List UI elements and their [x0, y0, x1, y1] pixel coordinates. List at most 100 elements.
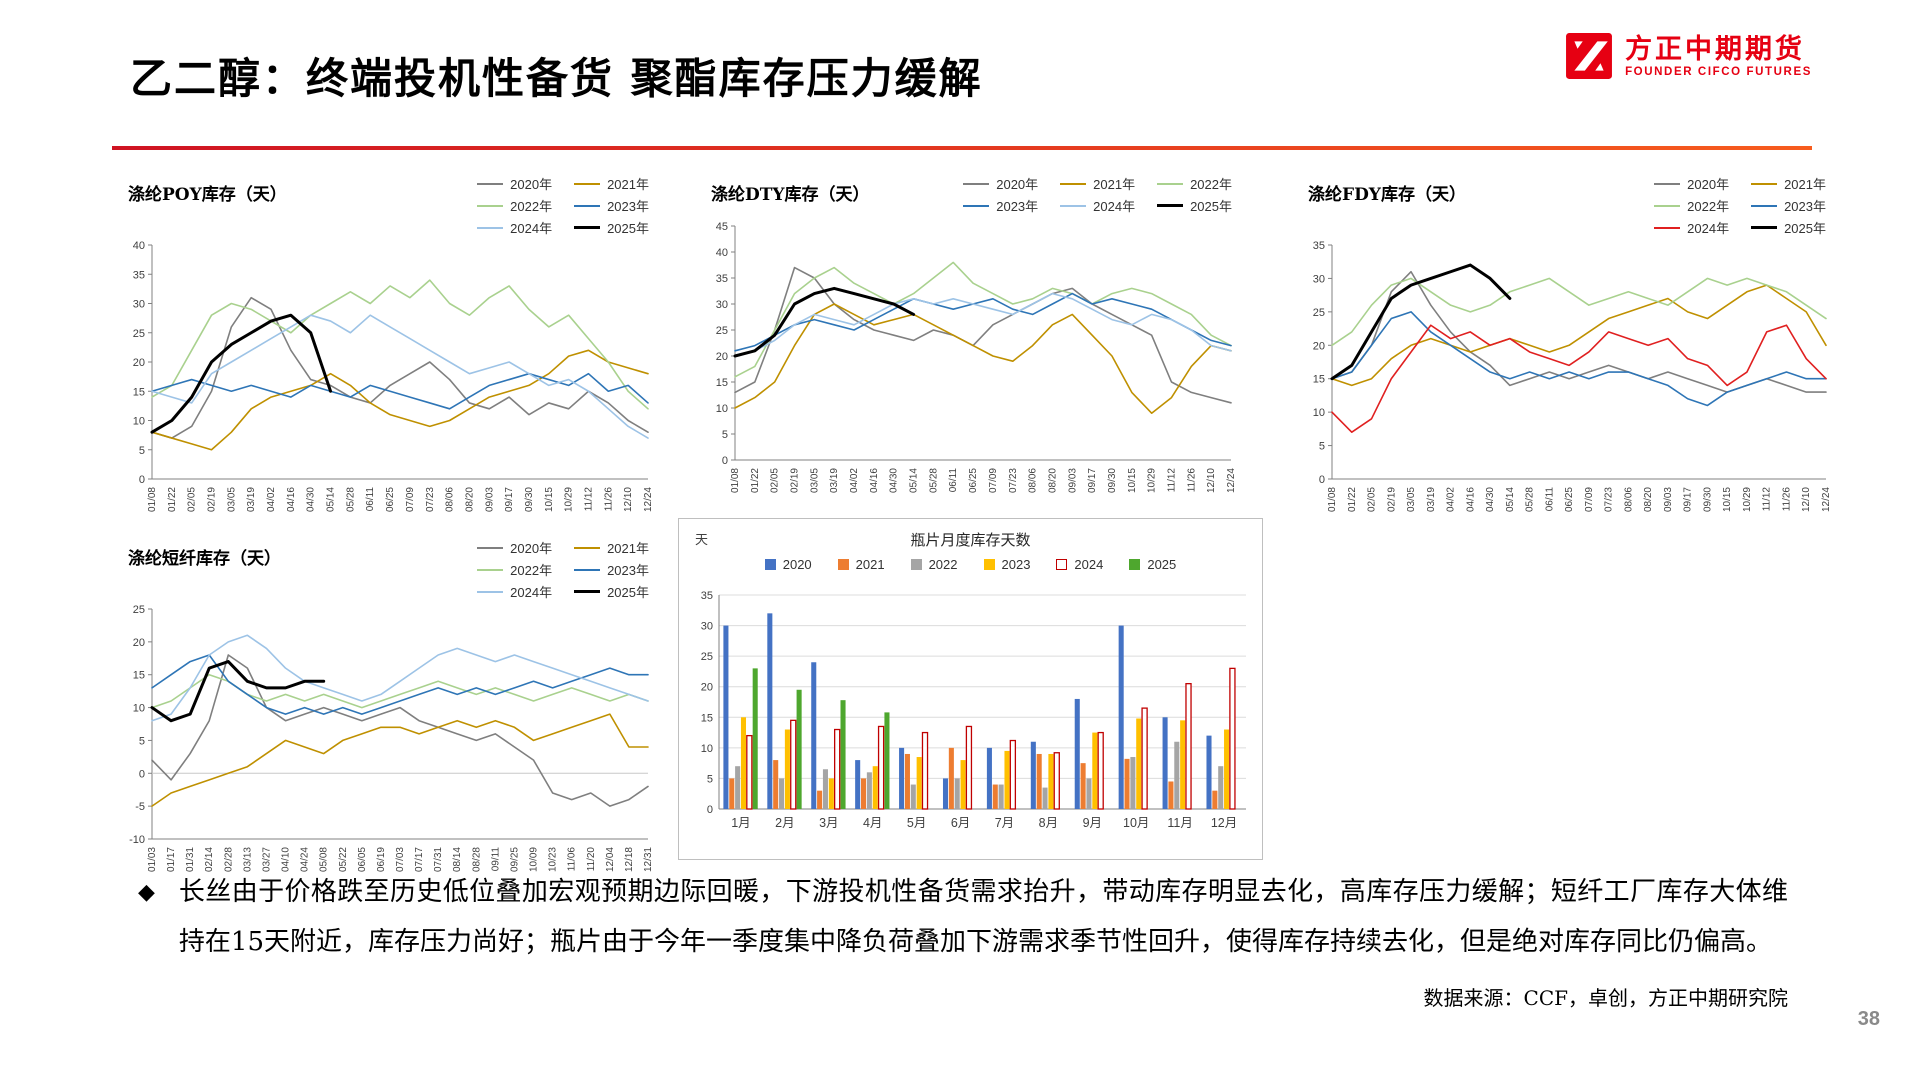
svg-text:05/08: 05/08: [319, 847, 330, 872]
chart-dty-title: 涤纶DTY库存（天）: [711, 185, 870, 205]
svg-text:11月: 11月: [1167, 816, 1192, 830]
legend-swatch: [1056, 559, 1068, 570]
svg-text:02/19: 02/19: [1386, 487, 1397, 512]
legend-label: 2023年: [1784, 199, 1826, 214]
svg-text:15: 15: [133, 386, 145, 398]
svg-text:02/19: 02/19: [790, 468, 801, 493]
svg-text:12月: 12月: [1211, 816, 1237, 830]
legend-swatch: [477, 226, 504, 229]
svg-text:06/19: 06/19: [376, 847, 387, 872]
legend-label: 2021年: [607, 541, 649, 556]
legend-label: 2022年: [510, 563, 553, 578]
legend-item-2024年: 2024年: [477, 582, 552, 601]
legend-item-2021年: 2021年: [1751, 174, 1826, 193]
svg-text:5: 5: [139, 445, 145, 457]
svg-text:02/14: 02/14: [204, 847, 215, 872]
legend-item-2024年: 2024年: [1654, 218, 1729, 237]
legend-swatch: [477, 182, 504, 185]
svg-text:12/31: 12/31: [643, 847, 654, 872]
svg-text:08/20: 08/20: [1047, 468, 1058, 493]
legend-label: 2023年: [996, 199, 1039, 214]
legend-item-2021年: 2021年: [1060, 174, 1135, 193]
chart-fdy: 涤纶FDY库存（天） 2020年 2021年 2022年 2023年 2024年 2025…: [1292, 166, 1854, 539]
chart-staple-title: 涤纶短纤库存（天）: [128, 549, 281, 569]
svg-text:08/06: 08/06: [445, 487, 456, 512]
legend-item-2021: 2021: [837, 557, 885, 572]
svg-text:35: 35: [133, 269, 145, 281]
legend-swatch: [574, 590, 601, 593]
data-source-note: 数据来源：CCF，卓创，方正中期研究院: [1423, 986, 1788, 1010]
legend-label: 2022年: [510, 199, 553, 214]
svg-text:06/25: 06/25: [385, 487, 396, 512]
legend-item-2022年: 2022年: [477, 196, 552, 215]
legend-item-2022年: 2022年: [1654, 196, 1729, 215]
svg-text:07/23: 07/23: [1604, 487, 1615, 512]
svg-text:4月: 4月: [863, 816, 882, 830]
legend-item-2020年: 2020年: [477, 538, 552, 557]
svg-text:40: 40: [133, 240, 145, 252]
svg-text:25: 25: [1313, 307, 1325, 319]
chart-staple-plot: -10 -5 0 5 10 15 20 25 01/03 01/17 01/31 02/14 02/28…: [129, 604, 654, 872]
legend-label: 2024年: [510, 585, 553, 600]
svg-text:7月: 7月: [995, 816, 1014, 830]
svg-text:08/06: 08/06: [1028, 468, 1039, 493]
legend-swatch: [1654, 226, 1681, 229]
svg-text:10/29: 10/29: [1147, 468, 1158, 493]
legend-swatch: [1157, 204, 1184, 207]
svg-text:06/11: 06/11: [365, 487, 376, 512]
legend-swatch: [477, 590, 504, 593]
legend-label: 2021年: [1093, 177, 1136, 192]
svg-text:30: 30: [133, 299, 145, 311]
svg-text:02/05: 02/05: [187, 487, 198, 512]
legend-swatch: [574, 182, 601, 185]
legend-label: 2021年: [607, 177, 649, 192]
svg-text:-10: -10: [129, 834, 145, 846]
legend-item-2021年: 2021年: [574, 174, 649, 193]
svg-text:04/16: 04/16: [1465, 487, 1476, 512]
svg-text:0: 0: [722, 455, 728, 467]
svg-text:07/09: 07/09: [1584, 487, 1595, 512]
svg-text:20: 20: [133, 637, 145, 649]
legend-label: 2025年: [1784, 221, 1826, 236]
legend-item-2024年: 2024年: [477, 218, 552, 237]
svg-text:08/06: 08/06: [1623, 487, 1634, 512]
svg-text:3月: 3月: [819, 816, 838, 830]
svg-text:02/19: 02/19: [207, 487, 218, 512]
legend-label: 2020年: [996, 177, 1039, 192]
svg-text:11/12: 11/12: [1166, 468, 1177, 493]
legend-swatch: [574, 204, 601, 207]
svg-text:01/08: 01/08: [147, 487, 158, 512]
svg-text:09/03: 09/03: [1067, 468, 1078, 493]
svg-text:01/22: 01/22: [750, 468, 761, 493]
legend-swatch: [1654, 182, 1681, 185]
svg-text:12/10: 12/10: [623, 487, 634, 512]
legend-label: 2024年: [1687, 221, 1730, 236]
svg-text:10月: 10月: [1123, 816, 1149, 830]
svg-text:04/16: 04/16: [869, 468, 880, 493]
legend-label: 2022年: [1687, 199, 1730, 214]
legend-swatch: [1129, 559, 1141, 570]
legend-item-2025年: 2025年: [1157, 196, 1232, 215]
svg-text:5: 5: [707, 773, 713, 785]
svg-text:05/22: 05/22: [338, 847, 349, 872]
svg-text:07/31: 07/31: [433, 847, 444, 872]
svg-text:09/30: 09/30: [1107, 468, 1118, 493]
svg-text:01/08: 01/08: [730, 468, 741, 493]
svg-text:20: 20: [133, 357, 145, 369]
legend-label: 2020年: [1687, 177, 1730, 192]
svg-text:10: 10: [1313, 407, 1325, 419]
legend-label: 2025: [1147, 557, 1177, 572]
legend-label: 2020年: [510, 541, 553, 556]
legend-item-2022: 2022: [910, 557, 958, 572]
svg-text:12/10: 12/10: [1206, 468, 1217, 493]
svg-text:06/05: 06/05: [357, 847, 368, 872]
svg-text:30: 30: [701, 621, 713, 633]
svg-text:01/22: 01/22: [167, 487, 178, 512]
svg-text:40: 40: [716, 247, 728, 259]
chart-poy-head: 涤纶POY库存（天） 2020年 2021年 2022年 2023年 2024年 2025…: [112, 166, 677, 237]
svg-text:15: 15: [701, 712, 713, 724]
svg-text:35: 35: [701, 590, 713, 602]
legend-label: 2020: [782, 557, 812, 572]
svg-text:09/11: 09/11: [490, 847, 501, 872]
chart-poy-title: 涤纶POY库存（天）: [128, 185, 287, 205]
